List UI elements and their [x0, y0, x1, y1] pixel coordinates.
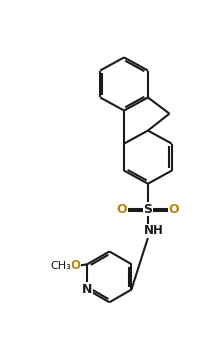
- Text: O: O: [169, 203, 179, 216]
- Text: O: O: [70, 259, 80, 272]
- Text: S: S: [143, 203, 152, 216]
- Text: N: N: [82, 283, 93, 296]
- Text: O: O: [116, 203, 127, 216]
- Text: CH₃: CH₃: [51, 261, 72, 271]
- Text: NH: NH: [144, 224, 164, 237]
